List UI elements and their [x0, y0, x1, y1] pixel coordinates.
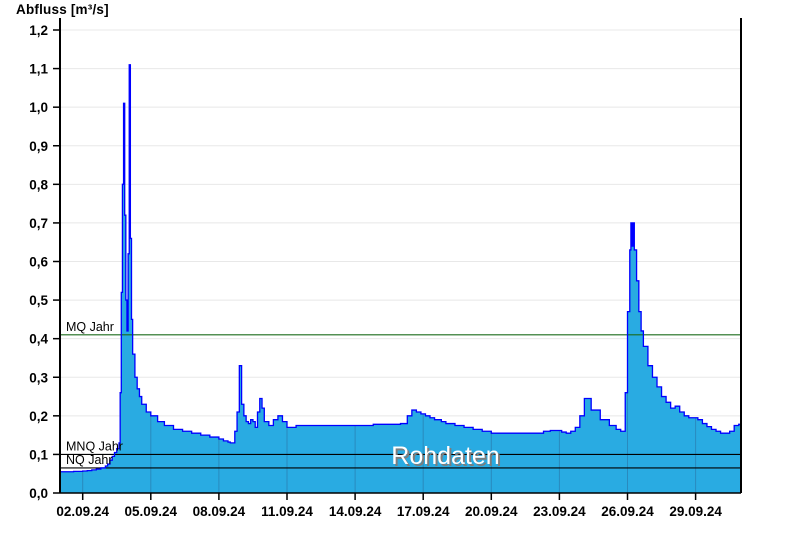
chart-axis-title: Abfluss [m³/s] [16, 2, 109, 17]
y-tick-label: 0,4 [29, 332, 48, 347]
watermark-shadow-text: Rohdaten [393, 444, 501, 472]
y-tick-label: 0,9 [29, 139, 48, 154]
x-tick-label: 29.09.24 [669, 504, 722, 519]
area-fill-path [60, 64, 741, 493]
x-tick-label: 05.09.24 [125, 504, 178, 519]
y-tick-label: 0,6 [29, 255, 48, 270]
y-tick-label: 0,5 [29, 293, 48, 308]
x-tick-label: 11.09.24 [261, 504, 313, 519]
y-tick-label: 0,7 [29, 216, 48, 231]
y-tick-label: 0,1 [29, 447, 48, 462]
x-tick-label: 14.09.24 [329, 504, 382, 519]
y-tick-label: 0,0 [29, 486, 48, 501]
x-tick-label: 02.09.24 [56, 504, 109, 519]
y-axis-ticks: 0,0 0,1 0,2 0,3 0,4 0,5 0,6 0,7 0,8 0,9 1,0 1,1 1,2 [29, 23, 60, 501]
x-axis-ticks: 02.09.24 05.09.24 08.09.24 11.09.24 14.09.24… [56, 493, 722, 519]
x-tick-label: 23.09.24 [533, 504, 586, 519]
threshold-label-2: NQ Jahr [66, 453, 113, 467]
x-tick-label: 20.09.24 [465, 504, 518, 519]
threshold-label-1: MNQ Jahr [66, 439, 123, 453]
y-tick-label: 0,8 [29, 177, 48, 192]
x-tick-label: 26.09.24 [601, 504, 654, 519]
series-area-fill [60, 64, 741, 493]
y-tick-label: 1,0 [29, 100, 48, 115]
y-tick-label: 1,1 [29, 62, 48, 77]
y-tick-label: 1,2 [29, 23, 48, 38]
series-step-line [60, 64, 741, 473]
y-tick-label: 0,3 [29, 370, 48, 385]
x-tick-label: 17.09.24 [397, 504, 450, 519]
series-line-path [60, 64, 741, 473]
threshold-label-0: MQ Jahr [66, 320, 114, 334]
watermark-text: Rohdaten [391, 442, 499, 470]
x-tick-label: 08.09.24 [193, 504, 246, 519]
y-tick-label: 0,2 [29, 409, 48, 424]
